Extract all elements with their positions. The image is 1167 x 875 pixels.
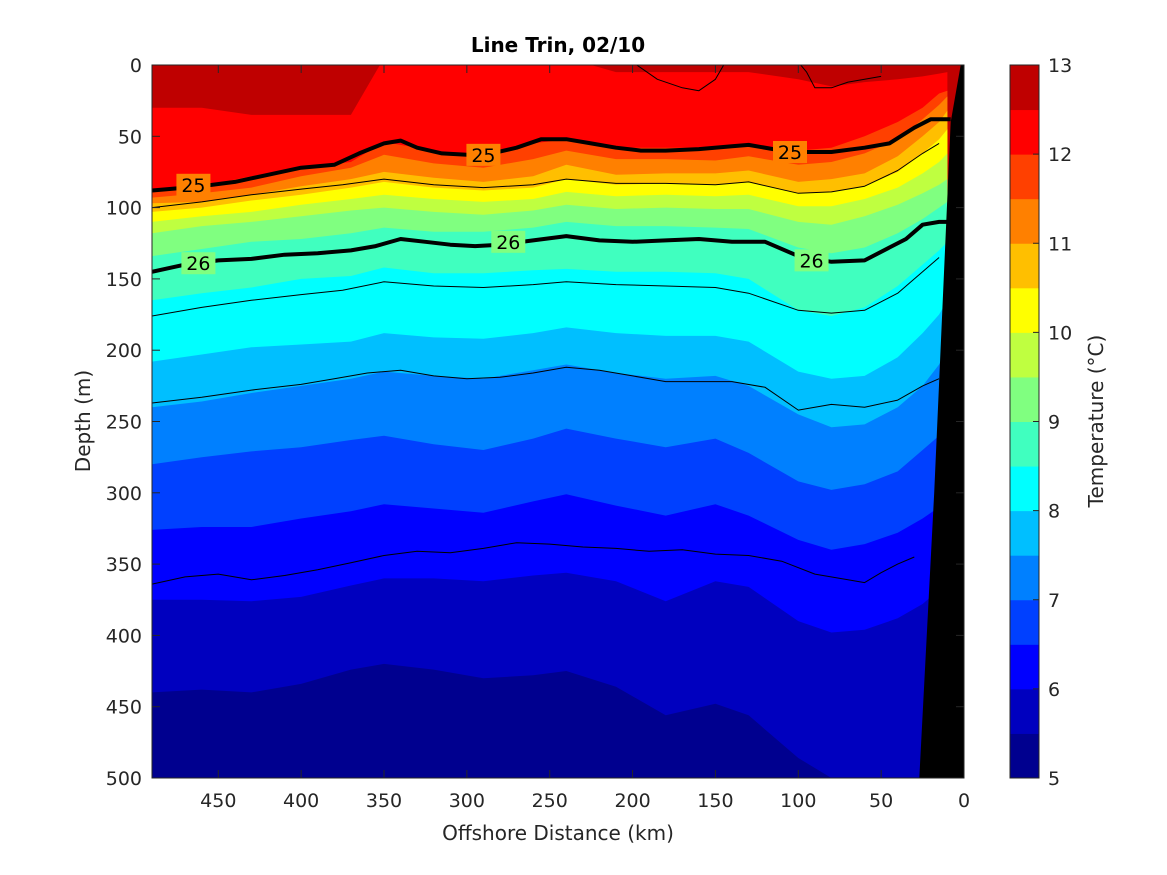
contour-label: 25	[181, 175, 205, 197]
y-tick-label: 400	[106, 625, 142, 647]
density-contour	[635, 65, 725, 92]
colorbar-segment	[1010, 644, 1039, 690]
contour-label-gap	[176, 173, 211, 196]
contour-label: 26	[496, 232, 520, 254]
x-tick-label: 100	[780, 790, 816, 812]
colorbar-segment	[1010, 510, 1039, 556]
y-tick-label: 350	[106, 554, 142, 576]
contour-label-gap	[794, 249, 829, 272]
y-tick-label: 100	[106, 198, 142, 220]
contour-label: 26	[799, 250, 823, 272]
contour-label: 25	[471, 145, 495, 167]
colorbar-segment	[1010, 287, 1039, 333]
temperature-bands	[152, 65, 948, 778]
density-contour	[152, 257, 940, 317]
y-tick-label: 450	[106, 697, 142, 719]
colorbar-segment	[1010, 376, 1039, 422]
y-tick-label: 0	[130, 55, 142, 77]
y-axis-label: Depth (m)	[71, 370, 95, 472]
colorbar-segment	[1010, 421, 1039, 467]
y-tick-label: 500	[106, 768, 142, 790]
colorbar-segment	[1010, 154, 1039, 200]
colorbar-segment	[1010, 599, 1039, 645]
x-tick-label: 150	[697, 790, 733, 812]
x-tick-label: 0	[958, 790, 970, 812]
colorbar-segment	[1010, 688, 1039, 734]
colorbar-segment	[1010, 65, 1039, 111]
colorbar-label: Temperature (°C)	[1084, 335, 1108, 509]
colorbar-segment	[1010, 332, 1039, 378]
colorbar-tick-label: 10	[1048, 322, 1072, 344]
x-axis: 450 400 350 300 250 200 150 100 50 0	[200, 65, 970, 812]
colorbar-segment	[1010, 555, 1039, 601]
x-tick-label: 250	[532, 790, 568, 812]
y-tick-label: 200	[106, 340, 142, 362]
contour-label-gap	[773, 140, 807, 163]
density-contour	[152, 542, 915, 585]
density-contour-labeled	[152, 219, 951, 274]
density-contour	[152, 142, 940, 209]
colorbar-segment	[1010, 733, 1039, 779]
chart-title: Line Trin, 02/10	[471, 33, 645, 57]
plot-area: 25 25 25 26 26 26	[151, 64, 965, 779]
colorbar-tick-label: 13	[1048, 55, 1072, 77]
temperature-band	[152, 663, 832, 778]
colorbar-segment	[1010, 198, 1039, 244]
x-tick-label: 350	[366, 790, 402, 812]
colorbar-segment	[1010, 466, 1039, 512]
colorbar-tick-label: 8	[1048, 501, 1060, 523]
x-tick-label: 50	[869, 790, 893, 812]
density-contour	[800, 65, 882, 89]
colorbar-tick-label: 6	[1048, 679, 1060, 701]
density-contours: 25 25 25 26 26 26	[152, 65, 951, 585]
x-axis-label: Offshore Distance (km)	[442, 821, 674, 845]
x-tick-label: 300	[449, 790, 485, 812]
x-tick-label: 400	[283, 790, 319, 812]
contour-label-gap	[466, 143, 501, 166]
y-tick-label: 150	[106, 269, 142, 291]
contour-label: 25	[778, 142, 802, 164]
bathymetry-shelf	[919, 65, 964, 778]
colorbar-segment	[1010, 243, 1039, 289]
contour-label-gap	[181, 252, 216, 275]
colorbar-tick-label: 7	[1048, 590, 1060, 612]
density-contour-labeled	[152, 117, 951, 193]
colorbar-tick-label: 11	[1048, 233, 1072, 255]
y-axis: 0 50 100 150 200 250 300 350 400 450 500	[106, 55, 964, 790]
y-tick-label: 300	[106, 483, 142, 505]
colorbar-tick-label: 9	[1048, 412, 1060, 434]
colorbar-tick-label: 5	[1048, 768, 1060, 790]
y-tick-label: 50	[118, 126, 142, 148]
colorbar-tick-label: 12	[1048, 144, 1072, 166]
colorbar: 5 6 7 8 9 10 11 12 13	[1009, 55, 1072, 790]
colorbar-segment	[1010, 109, 1039, 155]
x-tick-label: 200	[614, 790, 650, 812]
contour-label: 26	[186, 253, 210, 275]
y-tick-label: 250	[106, 412, 142, 434]
x-tick-label: 450	[200, 790, 236, 812]
contour-label-gap	[491, 230, 526, 253]
density-contour	[152, 366, 940, 411]
